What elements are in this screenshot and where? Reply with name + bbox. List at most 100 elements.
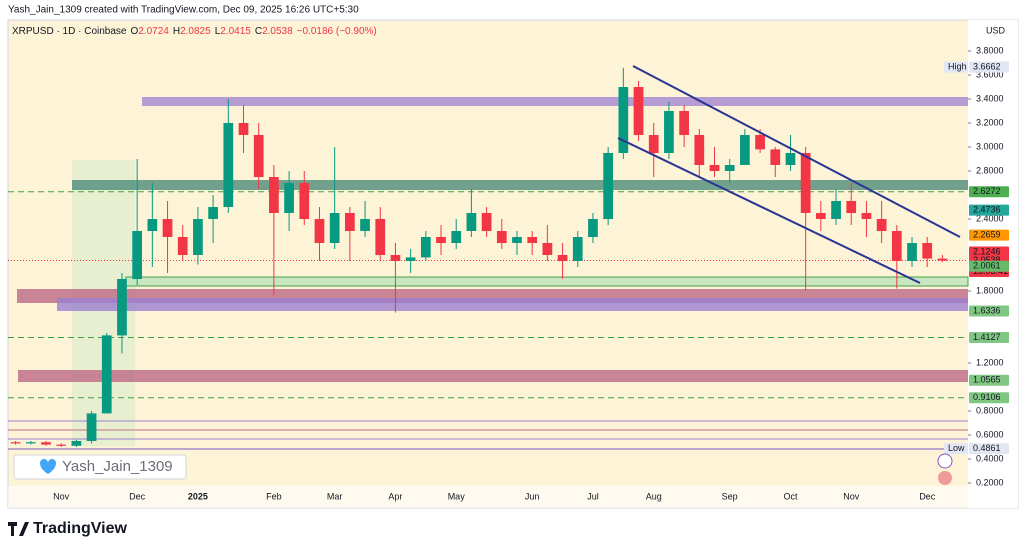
candle-body <box>86 413 97 441</box>
price-label: 1.6336 <box>973 305 1001 315</box>
price-label-bg <box>969 331 1009 343</box>
price-label: 1.0565 <box>973 375 1001 385</box>
candle-body <box>193 219 203 255</box>
price-label: 1.4127 <box>973 332 1001 342</box>
candle-body <box>41 442 51 445</box>
price-label-bg <box>969 186 1009 198</box>
ohlc-value: 2.0415 <box>220 26 251 37</box>
y-tick-label: 1.2000 <box>976 357 1004 367</box>
candle-body <box>891 231 902 261</box>
x-tick-label: Dec <box>129 491 146 501</box>
zone <box>57 298 968 311</box>
candle-body <box>223 123 234 207</box>
candle-body <box>755 135 765 150</box>
candle-body <box>238 123 249 135</box>
candle-body <box>709 165 720 171</box>
zone <box>142 97 968 106</box>
x-tick-label: May <box>448 491 466 501</box>
ohlc-key: L <box>215 26 221 37</box>
y-tick-label: 2.4000 <box>976 213 1004 223</box>
y-tick-label: 3.4000 <box>976 93 1004 103</box>
channel-line <box>617 137 921 284</box>
y-tick-label: 0.4000 <box>976 453 1004 463</box>
price-label: 2.4736 <box>973 205 1001 215</box>
author-line: Yash_Jain_1309 created with TradingView.… <box>8 5 359 16</box>
candle-body <box>937 258 948 261</box>
candle-body <box>162 219 173 237</box>
candle-body <box>375 219 386 255</box>
price-label: 2.1246 <box>973 246 1001 256</box>
candle-body <box>253 135 264 177</box>
price-label: 2.2659 <box>973 229 1001 239</box>
ohlc-key: C <box>255 26 262 37</box>
candle-body <box>512 237 522 243</box>
candle-body <box>269 177 279 213</box>
zone <box>125 276 969 287</box>
candle-body <box>907 243 917 261</box>
ohlc-key: O <box>130 26 138 37</box>
candle-body <box>664 111 674 153</box>
candle-body <box>466 213 477 231</box>
candle-body <box>876 219 887 231</box>
price-label-bg <box>969 305 1009 317</box>
y-tick-label: 1.8000 <box>976 285 1004 295</box>
y-tick-label: 3.6000 <box>976 69 1004 79</box>
symbol-line: XRPUSD · 1D · Coinbase O2.0724 H2.0825 L2.0… <box>12 26 377 37</box>
price-label-bg <box>969 374 1009 386</box>
candle-body <box>740 135 750 165</box>
candle-body <box>451 231 462 243</box>
candle-body <box>572 237 583 261</box>
candle-body <box>177 237 188 255</box>
price-label: 0.9106 <box>973 392 1001 402</box>
y-tick-label: 0.6000 <box>976 429 1004 439</box>
candle-body <box>284 183 294 213</box>
candle-body <box>785 153 796 165</box>
candle-body <box>861 213 872 219</box>
candle-body <box>436 237 446 243</box>
candle-body <box>648 135 659 153</box>
candle-body <box>618 87 629 153</box>
plot-area <box>7 19 1019 509</box>
price-label-bg <box>969 443 1009 455</box>
change: −0.0186 (−0.90%) <box>297 26 377 37</box>
candle-body <box>132 231 143 279</box>
ohlc-value: 2.0724 <box>138 26 169 37</box>
candle-body <box>542 243 553 255</box>
x-tick-label: Feb <box>266 491 282 501</box>
candle-body <box>56 444 67 446</box>
y-tick-label: 3.0000 <box>976 141 1004 151</box>
watermark-box <box>13 454 187 480</box>
candle-body <box>101 335 112 414</box>
candle-body <box>71 441 82 446</box>
candle-body <box>344 213 355 231</box>
x-tick-label: Sep <box>722 491 738 501</box>
candle-body <box>390 255 401 261</box>
candle-body <box>117 279 127 336</box>
price-label-bg <box>969 246 1009 258</box>
icon[interactable] <box>937 453 953 469</box>
y-tick-label: 3.8000 <box>976 45 1004 55</box>
candle-body <box>724 165 735 171</box>
candle-body <box>527 237 538 243</box>
x-tick-label: Dec <box>919 491 936 501</box>
icon[interactable] <box>938 471 952 485</box>
ohlc-key: H <box>173 26 180 37</box>
x-tick-label: Nov <box>843 491 860 501</box>
watermark: Yash_Jain_1309 <box>62 458 173 475</box>
price-label: 2.0061 <box>973 261 1001 271</box>
price-tag-bg <box>944 443 968 455</box>
candle-body <box>10 442 21 444</box>
candle-body <box>800 153 811 213</box>
x-tick-label: Nov <box>53 491 70 501</box>
candle-body <box>846 201 857 213</box>
candle-body <box>360 219 370 231</box>
ohlc-value: 2.0825 <box>180 26 211 37</box>
zone <box>72 180 968 190</box>
x-tick-label: Mar <box>327 491 343 501</box>
y-tick-label: 3.2000 <box>976 117 1004 127</box>
currency: USD <box>986 25 1006 35</box>
logo-icon <box>8 522 29 536</box>
price-label: 2.0538 <box>973 255 1001 265</box>
time-axis <box>8 486 968 508</box>
